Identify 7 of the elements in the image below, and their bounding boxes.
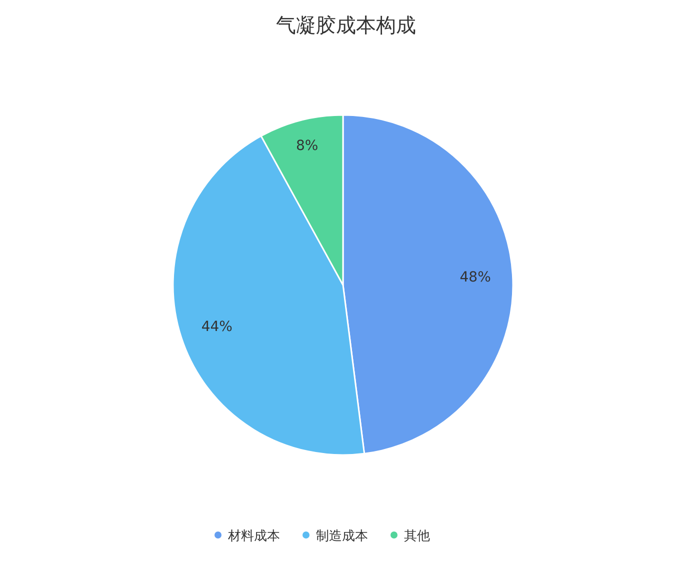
legend-label: 材料成本 [227, 529, 280, 544]
data-label: 48% [460, 270, 491, 286]
data-label: 44% [201, 318, 232, 335]
legend-label: 其他 [404, 529, 430, 544]
chart-title: 气凝胶成本构成 [276, 13, 416, 37]
data-label: 8% [296, 138, 318, 154]
legend-label: 制造成本 [316, 529, 368, 544]
